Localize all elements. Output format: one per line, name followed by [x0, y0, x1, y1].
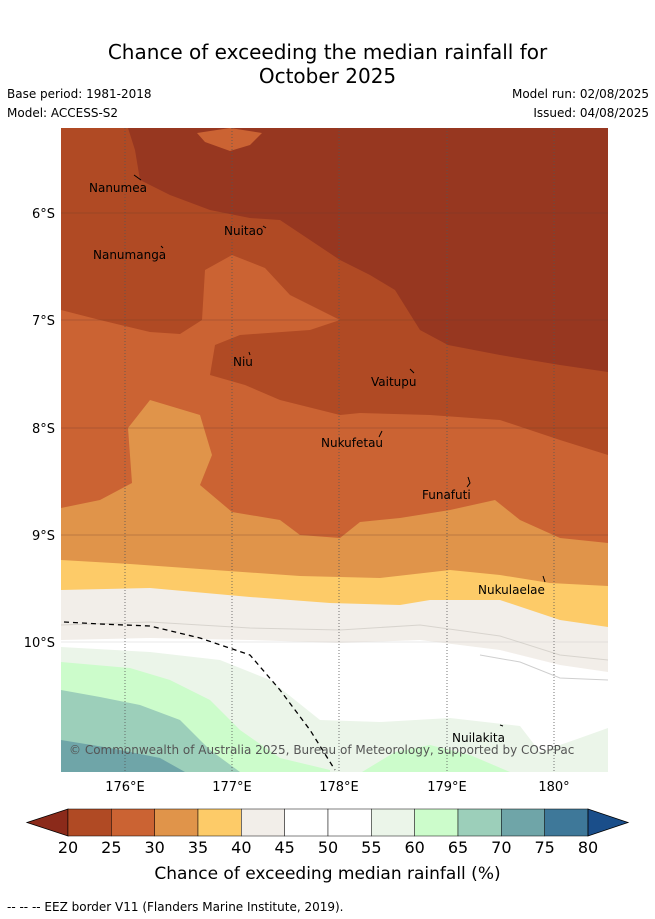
- colorbar-tick-label: 65: [448, 838, 468, 857]
- place-niu: Niu: [233, 355, 253, 369]
- model-run: Model run: 02/08/2025: [511, 87, 649, 101]
- colorbar-tick-label: 45: [274, 838, 294, 857]
- colorbar-swatch: [457, 808, 502, 837]
- colorbar-swatch: [544, 808, 589, 837]
- lat-label-10s: 10°S: [24, 636, 55, 651]
- lat-label-6s: 6°S: [32, 207, 55, 222]
- lon-label-179e: 179°E: [427, 780, 467, 795]
- island-marks: [133, 174, 546, 727]
- place-vaitupu: Vaitupu: [371, 375, 417, 389]
- colorbar-tick-label: 70: [491, 838, 511, 857]
- contour-line-1: [61, 621, 608, 661]
- place-labels: Nanumea Nuitao Nanumanga Niu Vaitupu Nuk…: [89, 181, 545, 745]
- colorbar-swatch: [67, 808, 112, 837]
- colorbar-extend-low: [25, 808, 69, 837]
- colorbar-swatch: [501, 808, 545, 837]
- lat-label-7s: 7°S: [32, 314, 55, 329]
- graticule: [124, 128, 555, 772]
- contour-line-2: [479, 654, 608, 681]
- place-nanumea: Nanumea: [89, 181, 147, 195]
- colorbar-swatch: [284, 808, 329, 837]
- colorbar-tick-label: 30: [144, 838, 164, 857]
- band-70-75: [61, 740, 185, 772]
- colorbar-swatch: [197, 808, 242, 837]
- place-nuitao: Nuitao: [224, 224, 263, 238]
- colorbar-tick-label: 75: [534, 838, 554, 857]
- colorbar-swatch: [371, 808, 415, 837]
- colorbar-tick-label: 55: [361, 838, 381, 857]
- colorbar-tick-label: 50: [318, 838, 338, 857]
- eez-legend-note: -- -- -- EEZ border V11 (Flanders Marine…: [7, 900, 344, 914]
- colorbar-label: Chance of exceeding median rainfall (%): [154, 864, 501, 884]
- map-title: Chance of exceeding the median rainfall …: [0, 40, 655, 88]
- lon-axis-labels: 176°E 177°E 178°E 179°E 180°: [105, 780, 569, 795]
- copyright-notice: © Commonwealth of Australia 2025, Bureau…: [69, 743, 574, 757]
- lat-label-9s: 9°S: [32, 529, 55, 544]
- map-area: Nanumea Nuitao Nanumanga Niu Vaitupu Nuk…: [61, 128, 608, 772]
- place-funafuti: Funafuti: [422, 488, 471, 502]
- band-60-65-b: [362, 745, 510, 772]
- colorbar-swatch: [327, 808, 372, 837]
- band-patch: [197, 128, 262, 151]
- lat-lines: [61, 212, 608, 643]
- lat-axis-labels: 6°S 7°S 8°S 9°S 10°S: [24, 207, 55, 651]
- colorbar-tick-label: 80: [578, 838, 598, 857]
- colorbar-tick-label: 25: [101, 838, 121, 857]
- colorbar-swatch: [154, 808, 199, 837]
- issued-date: Issued: 04/08/2025: [533, 106, 649, 120]
- place-nukulaelae: Nukulaelae: [478, 583, 545, 597]
- colorbar-swatch: [241, 808, 285, 837]
- title-line-1: Chance of exceeding the median rainfall …: [107, 40, 548, 64]
- lon-label-177e: 177°E: [212, 780, 252, 795]
- band-45-50: [61, 580, 608, 672]
- colorbar-tick-label: 40: [231, 838, 251, 857]
- colorbar-tick-label: 20: [58, 838, 78, 857]
- colorbar-tick-label: 35: [188, 838, 208, 857]
- colorbar-tick-label: 60: [404, 838, 424, 857]
- lon-label-178e: 178°E: [319, 780, 359, 795]
- base-period: Base period: 1981-2018: [7, 87, 152, 101]
- colorbar-swatch: [111, 808, 155, 837]
- lon-label-176e: 176°E: [105, 780, 145, 795]
- place-nanumanga: Nanumanga: [93, 248, 166, 262]
- eez-border: [63, 621, 336, 771]
- colorbar-extend-high: [587, 808, 630, 837]
- band-20-25: [128, 128, 608, 372]
- title-line-2: October 2025: [258, 64, 397, 88]
- model-name: Model: ACCESS-S2: [7, 106, 119, 120]
- place-nukufetau: Nukufetau: [321, 436, 383, 450]
- lon-label-180: 180°: [538, 780, 569, 795]
- colorbar-swatch: [414, 808, 459, 837]
- place-nuilakita: Nuilakita: [452, 731, 505, 745]
- lat-label-8s: 8°S: [32, 422, 55, 437]
- colorbar: 20 25 30 35 40 45 50 55 60 65 70 75 80: [25, 808, 630, 857]
